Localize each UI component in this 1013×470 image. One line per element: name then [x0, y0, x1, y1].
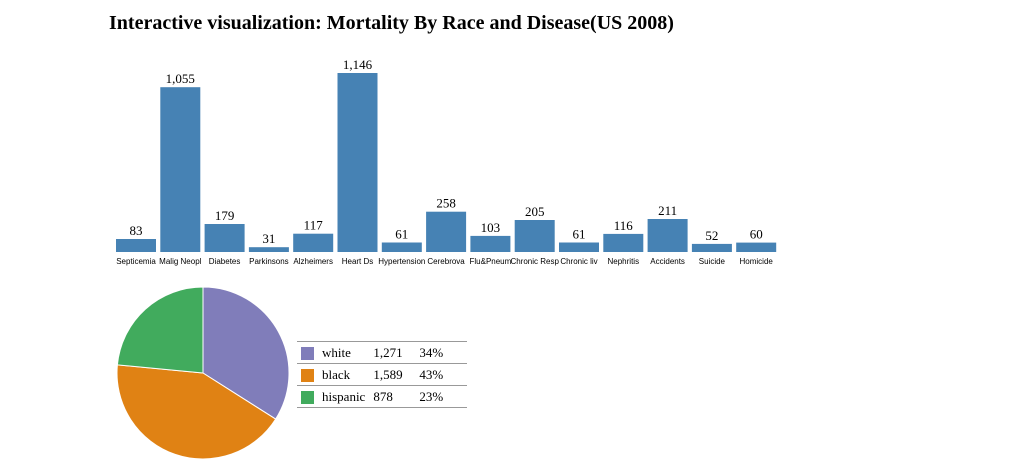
- bar[interactable]: [381, 242, 422, 253]
- legend-swatch: [301, 369, 314, 383]
- bar-category-label: Septicemia: [116, 257, 156, 266]
- bar-value-label: 258: [436, 196, 456, 211]
- bar-value-label: 205: [525, 204, 545, 219]
- pie-legend-table: white 1,271 34% black 1,589 43% hispanic…: [297, 341, 468, 408]
- legend-swatch: [301, 347, 314, 361]
- pie-slice[interactable]: [116, 364, 277, 460]
- bar-category-label: Cerebrova: [427, 257, 465, 266]
- bar-category-label: Chronic liv: [560, 257, 597, 266]
- bar-category-label: Homicide: [740, 257, 774, 266]
- bar-category-label: Chronic Resp: [510, 257, 559, 266]
- legend-label: hispanic: [322, 388, 366, 404]
- legend-count: 878: [373, 388, 393, 404]
- legend-label: white: [322, 344, 351, 360]
- bar[interactable]: [204, 224, 245, 252]
- bar[interactable]: [293, 233, 334, 252]
- bar-category-label: Heart Ds: [342, 257, 374, 266]
- legend-percent: 34%: [419, 344, 444, 360]
- bar-value-label: 1,146: [343, 57, 373, 72]
- legend-swatch: [301, 391, 314, 405]
- legend-count: 1,589: [373, 366, 403, 382]
- bar-value-label: 116: [614, 218, 634, 233]
- legend-count: 1,271: [373, 344, 403, 360]
- bar[interactable]: [514, 220, 555, 252]
- bar-value-label: 83: [130, 223, 143, 238]
- bar-category-label: Accidents: [650, 257, 685, 266]
- pie-slice[interactable]: [116, 286, 204, 374]
- bar[interactable]: [160, 87, 201, 252]
- bar-value-label: 61: [395, 227, 408, 242]
- bar[interactable]: [691, 243, 732, 252]
- bar-category-label: Flu&Pneum: [470, 257, 512, 266]
- bar-value-label: 211: [658, 203, 677, 218]
- bar[interactable]: [337, 73, 378, 252]
- bar-chart: 83 Septicemia 1,055 Malig Neopl 179 Diabetes 3…: [116, 57, 777, 266]
- bar-value-label: 60: [750, 227, 763, 242]
- bar[interactable]: [248, 247, 289, 252]
- bar-value-label: 179: [215, 208, 235, 223]
- legend-row-hispanic[interactable]: hispanic 878 23%: [297, 385, 468, 408]
- bar[interactable]: [116, 239, 156, 252]
- bar-category-label: Hypertension: [378, 257, 425, 266]
- bar-value-label: 1,055: [166, 71, 195, 86]
- page-title: Interactive visualization: Mortality By …: [109, 12, 674, 34]
- bar-category-label: Nephritis: [608, 257, 640, 266]
- legend-percent: 43%: [419, 366, 444, 382]
- bar-category-label: Alzheimers: [293, 257, 333, 266]
- bar[interactable]: [647, 219, 688, 252]
- bar-category-label: Malig Neopl: [159, 257, 201, 266]
- bar[interactable]: [470, 235, 511, 252]
- bar-category-label: Diabetes: [209, 257, 241, 266]
- pie-chart: [116, 286, 290, 460]
- bar-value-label: 52: [705, 228, 718, 243]
- legend-row-black[interactable]: black 1,589 43%: [297, 363, 468, 386]
- legend-row-white[interactable]: white 1,271 34%: [297, 341, 468, 364]
- bar-value-label: 31: [262, 231, 275, 246]
- legend-label: black: [322, 366, 351, 382]
- bar-category-label: Parkinsons: [249, 257, 289, 266]
- bar-category-label: Suicide: [699, 257, 726, 266]
- bar[interactable]: [603, 233, 644, 252]
- legend-percent: 23%: [419, 388, 444, 404]
- bar[interactable]: [426, 211, 467, 252]
- bar-value-label: 61: [573, 227, 586, 242]
- bar[interactable]: [559, 242, 599, 253]
- bar-value-label: 117: [304, 218, 324, 233]
- bar[interactable]: [736, 242, 777, 252]
- bar-value-label: 103: [481, 220, 501, 235]
